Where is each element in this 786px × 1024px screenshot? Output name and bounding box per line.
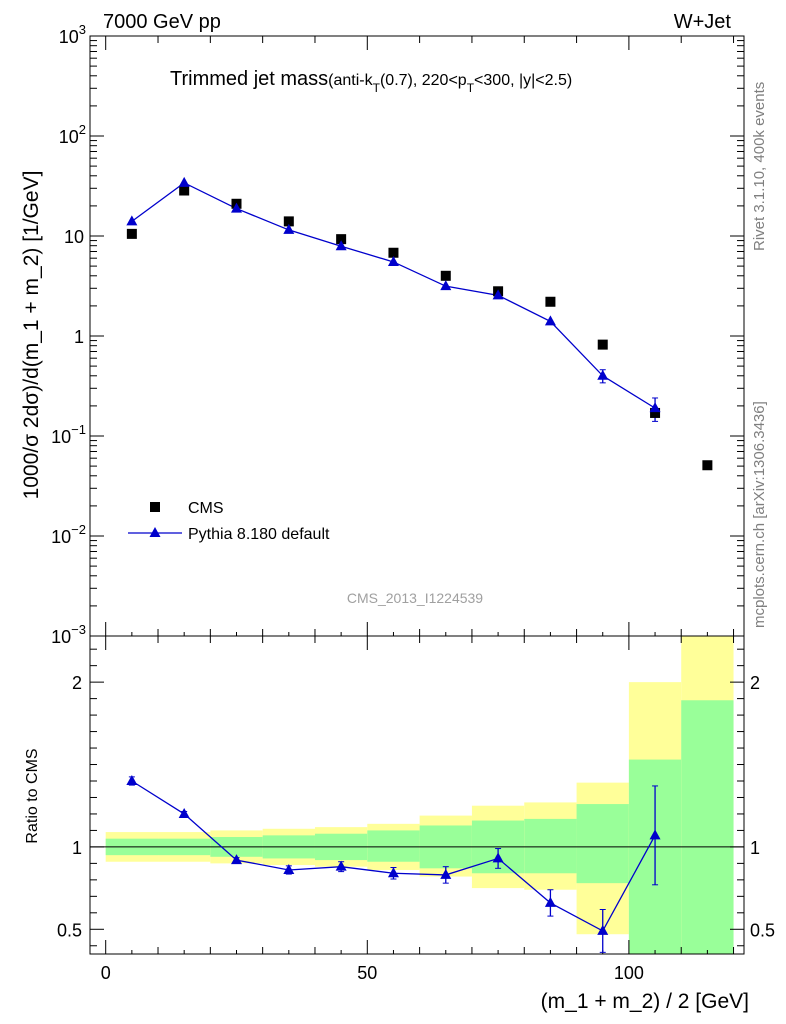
- cms-point: [336, 234, 347, 245]
- pythia-point: [230, 202, 242, 213]
- cms-point: [179, 185, 190, 196]
- y-tick-label: 10−1: [51, 422, 86, 447]
- ratio-point: [178, 807, 190, 818]
- header-right: W+Jet: [674, 11, 732, 33]
- ratio-y-tick-label: 2: [72, 673, 82, 693]
- cms-point: [283, 216, 294, 227]
- ratio-y-tick-label: 1: [72, 838, 82, 858]
- main-title: Trimmed jet mass(anti-kT(0.7), 220<pT<30…: [170, 68, 572, 95]
- cms-point: [597, 339, 608, 350]
- pythia-point: [649, 402, 661, 413]
- y-tick-label: 1: [74, 327, 84, 347]
- y-tick-label: 10−3: [51, 622, 86, 647]
- pythia-point: [126, 215, 138, 226]
- cms-point: [650, 407, 661, 418]
- y-tick-label: 10: [64, 227, 84, 247]
- cms-point: [545, 296, 556, 307]
- pythia-point: [387, 255, 399, 266]
- pythia-point: [597, 369, 609, 380]
- pythia-point: [335, 240, 347, 251]
- pythia-point: [492, 289, 504, 300]
- main-plot: Trimmed jet mass(anti-kT(0.7), 220<pT<30…: [20, 22, 745, 647]
- ratio-point: [649, 829, 661, 840]
- main-y-axis-label: 1000/σ 2dσ)/d(m_1 + m_2) [1/GeV]: [20, 171, 43, 500]
- ratio-y-tick-label: 2: [750, 673, 760, 693]
- title-cut-part: T: [467, 81, 475, 95]
- green-band: [524, 818, 577, 874]
- ratio-point: [440, 868, 452, 879]
- y-tick-label: 103: [59, 22, 86, 47]
- watermark: CMS_2013_I1224539: [347, 590, 483, 606]
- pythia-line: [131, 182, 656, 409]
- ratio-y-tick-label: 0.5: [750, 920, 775, 940]
- ratio-point: [597, 924, 609, 935]
- x-tick-label: 0: [101, 963, 111, 983]
- ratio-point: [335, 860, 347, 871]
- cms-point: [388, 247, 399, 258]
- legend-pythia-marker: [149, 527, 161, 537]
- ratio-point: [283, 863, 295, 874]
- main-title-cuts: (anti-kT(0.7), 220<pT<300, |y|<2.5): [328, 72, 572, 95]
- rivet-version-label: Rivet 3.1.10, 400k events: [751, 82, 768, 251]
- ratio-point: [544, 896, 556, 907]
- ratio-point: [387, 867, 399, 878]
- title-cut-part: (anti-k: [328, 72, 373, 89]
- main-title-text: Trimmed jet mass: [170, 68, 328, 90]
- x-tick-label: 100: [614, 963, 644, 983]
- green-band: [681, 700, 734, 954]
- green-band: [367, 830, 420, 862]
- ratio-y-axis-label: Ratio to CMS: [24, 748, 41, 843]
- ratio-y-tick-label: 0.5: [57, 920, 82, 940]
- legend-cms-label: CMS: [188, 500, 224, 517]
- pythia-point: [544, 315, 556, 326]
- title-cut-part: (0.7), 220<p: [380, 72, 467, 89]
- pythia-point: [440, 280, 452, 291]
- title-cut-part: <300, |y|<2.5): [474, 72, 572, 89]
- ratio-frame: [89, 635, 745, 955]
- ratio-y-tick-label: 1: [750, 838, 760, 858]
- legend-cms-marker: [150, 502, 160, 512]
- ratio-point: [230, 854, 242, 865]
- cms-point: [702, 460, 713, 471]
- x-axis-label: (m_1 + m_2) / 2 [GeV]: [541, 990, 749, 1013]
- header-left: 7000 GeV pp: [103, 11, 221, 33]
- cms-point: [126, 228, 137, 239]
- green-band: [576, 804, 629, 884]
- ratio-plot: Ratio to CMS (m_1 + m_2) / 2 [GeV] 0 50 10…: [24, 635, 775, 1013]
- pythia-point: [178, 176, 190, 187]
- cms-point: [440, 270, 451, 281]
- title-cut-part: T: [373, 81, 381, 95]
- y-tick-label: 102: [59, 122, 86, 147]
- legend-pythia-label: Pythia 8.180 default: [188, 526, 330, 543]
- y-tick-label: 10−2: [51, 522, 86, 547]
- source-label: mcplots.cern.ch [arXiv:1306.3436]: [751, 401, 768, 628]
- main-frame: [89, 35, 745, 637]
- ratio-point: [492, 852, 504, 863]
- pythia-point: [283, 223, 295, 234]
- x-tick-label: 50: [357, 963, 377, 983]
- ratio-point: [126, 774, 138, 785]
